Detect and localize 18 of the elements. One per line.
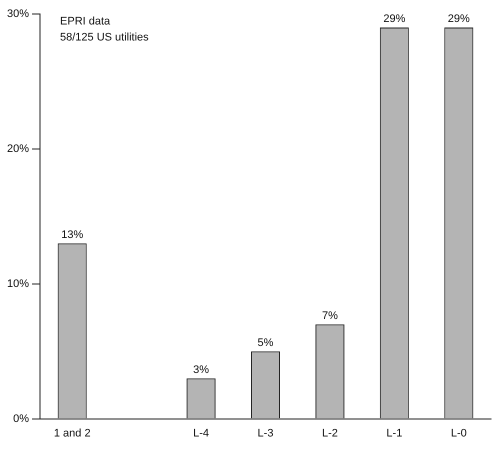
x-tick-label: L-3 (258, 427, 274, 440)
x-tick-label: L-2 (322, 427, 338, 440)
y-tick-label: 0% (13, 412, 30, 425)
data-label: 29% (383, 13, 406, 26)
x-tick-label: L-0 (450, 427, 467, 440)
annotation: 58/125 US utilities (60, 32, 150, 44)
data-label: 3% (193, 364, 210, 376)
data-label: 5% (258, 336, 274, 349)
data-label: 7% (322, 310, 338, 322)
x-tick-label: L-1 (386, 427, 402, 440)
annotation: EPRI data (60, 16, 112, 28)
x-tick-label: 1 and 2 (54, 427, 91, 440)
y-tick-label: 10% (6, 278, 30, 290)
x-tick-label: L-4 (193, 427, 210, 440)
data-label: 29% (448, 13, 470, 26)
y-tick-label: 30% (6, 8, 30, 20)
y-tick-label: 20% (6, 142, 30, 155)
data-label: 13% (61, 228, 84, 241)
